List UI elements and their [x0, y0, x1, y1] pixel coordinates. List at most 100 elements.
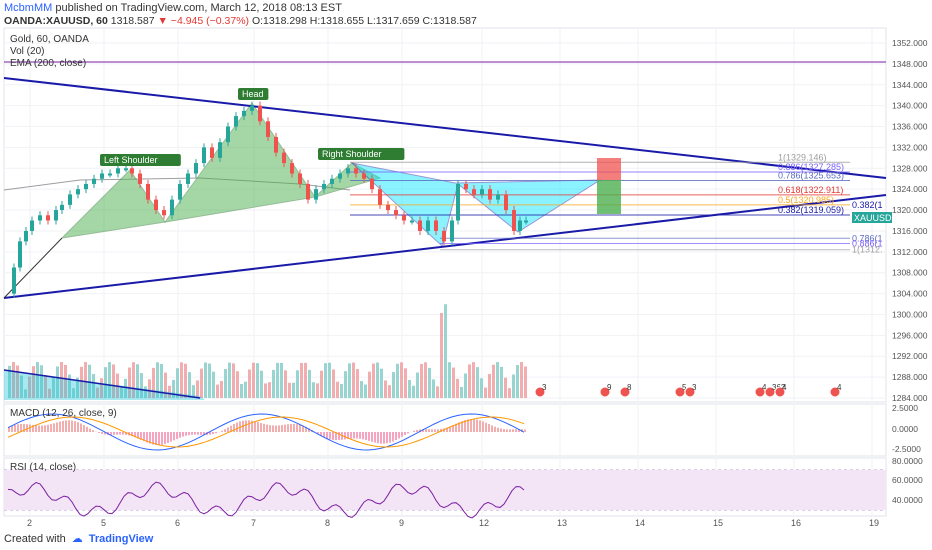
time-tick-label: 15	[713, 518, 723, 528]
candle-body	[258, 105, 262, 122]
volume-bar	[328, 362, 331, 398]
volume-bar	[348, 363, 351, 398]
fib-label: 0.786(1	[852, 233, 883, 243]
macd-hist-bar	[284, 424, 286, 432]
volume-bar	[200, 368, 203, 398]
volume-bar	[308, 369, 311, 398]
candle-body	[194, 163, 198, 174]
price-tick-label: 1348.000	[892, 59, 928, 69]
candle-body	[242, 110, 246, 117]
volume-bar	[148, 379, 151, 398]
candle-body	[480, 189, 484, 195]
macd-hist-bar	[326, 432, 328, 439]
volume-bar	[392, 372, 395, 398]
volume-bar	[12, 362, 15, 398]
fib-label: 0.618(1322.911)	[778, 185, 843, 195]
candle-body	[210, 147, 214, 158]
volume-bar	[72, 388, 75, 398]
time-tick-label: 5	[101, 518, 106, 528]
rsi-tick-label: 80.0000	[892, 456, 923, 466]
candle-body	[92, 178, 96, 184]
macd-hist-bar	[299, 424, 301, 432]
time-tick-label: 9	[399, 518, 404, 528]
volume-bar	[388, 385, 391, 398]
take-profit-box	[597, 180, 621, 214]
volume-bar	[256, 363, 259, 398]
macd-hist-bar	[296, 424, 298, 432]
macd-hist-bar	[89, 428, 91, 432]
rsi-line	[7, 481, 525, 519]
stop-loss-box	[597, 158, 621, 180]
macd-hist-bar	[482, 421, 484, 432]
macd-hist-bar	[431, 429, 433, 432]
volume-bar	[120, 386, 123, 398]
macd-hist-bar	[200, 432, 202, 435]
macd-hist-bar	[212, 432, 214, 435]
volume-bar	[484, 387, 487, 398]
volume-bar	[268, 382, 271, 398]
macd-hist-bar	[71, 420, 73, 432]
macd-hist-bar	[371, 432, 373, 442]
time-tick-label: 16	[791, 518, 801, 528]
volume-bar	[244, 381, 247, 398]
macd-hist-bar	[362, 432, 364, 440]
macd-hist-bar	[143, 432, 145, 442]
event-label: 3	[542, 383, 547, 392]
volume-bar	[240, 384, 243, 398]
fib-label: 0.5(1320.985)	[778, 195, 834, 205]
volume-bar	[56, 366, 59, 398]
volume-bar	[400, 362, 403, 398]
tradingview-brand[interactable]: TradingView	[88, 532, 154, 545]
price-tick-label: 1328.000	[892, 163, 928, 173]
price-tick-label: 1320.000	[892, 205, 928, 215]
candle-body	[226, 126, 230, 143]
price-tick-label: 1304.000	[892, 289, 928, 299]
macd-hist-bar	[383, 432, 385, 444]
candle-body	[386, 204, 390, 211]
volume-trend-line	[3, 369, 201, 399]
candle-body	[464, 183, 468, 190]
macd-hist-bar	[422, 429, 424, 432]
candle-body	[338, 173, 342, 179]
macd-hist-bar	[164, 432, 166, 444]
volume-bar	[468, 364, 471, 398]
volume-bar	[212, 371, 215, 398]
candle-body	[450, 220, 454, 242]
author-link[interactable]: McbmMM	[4, 2, 53, 14]
event-marker-icon	[684, 386, 696, 398]
candle-body	[54, 210, 58, 221]
high-value: H:1318.655	[309, 15, 365, 27]
volume-bar	[60, 362, 63, 398]
time-tick-label: 13	[557, 518, 567, 528]
macd-hist-bar	[500, 428, 502, 432]
macd-hist-bar	[287, 424, 289, 432]
macd-hist-bar	[152, 432, 154, 445]
macd-hist-bar	[488, 424, 490, 432]
price-tick-label: 1288.000	[892, 372, 928, 382]
candle-body	[402, 215, 406, 221]
macd-hist-bar	[92, 430, 94, 432]
volume-bar	[128, 367, 131, 398]
volume-bar	[336, 381, 339, 398]
header-bar: McbmMM published on TradingView.com, Mar…	[0, 0, 932, 28]
volume-bar	[504, 377, 507, 398]
macd-hist-bar	[239, 421, 241, 432]
chart-svg[interactable]: 1(1329.146)0.886(1327.285)0.786(1325.653…	[0, 0, 932, 532]
macd-hist-bar	[35, 425, 37, 432]
macd-hist-bar	[260, 422, 262, 432]
candle-body	[24, 230, 28, 242]
macd-hist-bar	[155, 432, 157, 445]
macd-hist-bar	[335, 432, 337, 441]
price-tick-label: 1292.000	[892, 351, 928, 361]
volume-bar	[360, 381, 363, 398]
event-label: 4	[762, 383, 767, 392]
pattern-label: Head	[242, 89, 264, 99]
volume-bar	[228, 362, 231, 398]
volume-bar	[516, 364, 519, 398]
macd-hist-bar	[470, 419, 472, 432]
event-marker-icon	[599, 386, 611, 398]
candle-body	[434, 220, 438, 231]
volume-bar	[36, 362, 39, 398]
macd-hist-bar	[80, 423, 82, 432]
grid	[4, 28, 886, 516]
